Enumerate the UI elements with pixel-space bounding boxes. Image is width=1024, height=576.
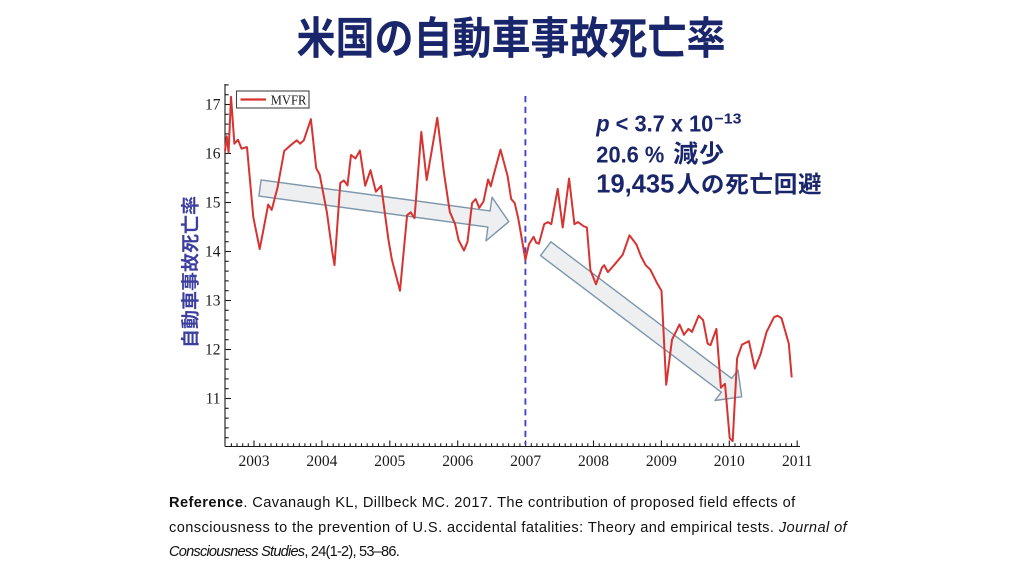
svg-text:12: 12 [205, 342, 221, 359]
svg-text:2005: 2005 [374, 453, 405, 470]
svg-text:15: 15 [205, 195, 221, 212]
svg-text:2011: 2011 [782, 453, 812, 470]
svg-text:2007: 2007 [510, 453, 541, 470]
svg-text:−13: −13 [715, 110, 742, 127]
svg-text:20.6 %: 20.6 % [596, 141, 664, 167]
svg-text:MVFR: MVFR [271, 93, 307, 108]
svg-text:2010: 2010 [714, 453, 745, 470]
svg-text:2003: 2003 [239, 453, 270, 470]
svg-text:2006: 2006 [442, 453, 473, 470]
svg-text:2004: 2004 [306, 453, 337, 470]
svg-text:2009: 2009 [646, 453, 677, 470]
svg-text:17: 17 [205, 97, 221, 114]
svg-text:11: 11 [206, 391, 221, 408]
svg-text:19,435: 19,435 [596, 170, 674, 198]
svg-text:2008: 2008 [578, 453, 609, 470]
svg-text:16: 16 [205, 146, 221, 163]
svg-text:13: 13 [205, 293, 221, 310]
svg-text:p < 3.7 x 10: p < 3.7 x 10 [595, 110, 713, 136]
svg-text:14: 14 [205, 244, 221, 261]
